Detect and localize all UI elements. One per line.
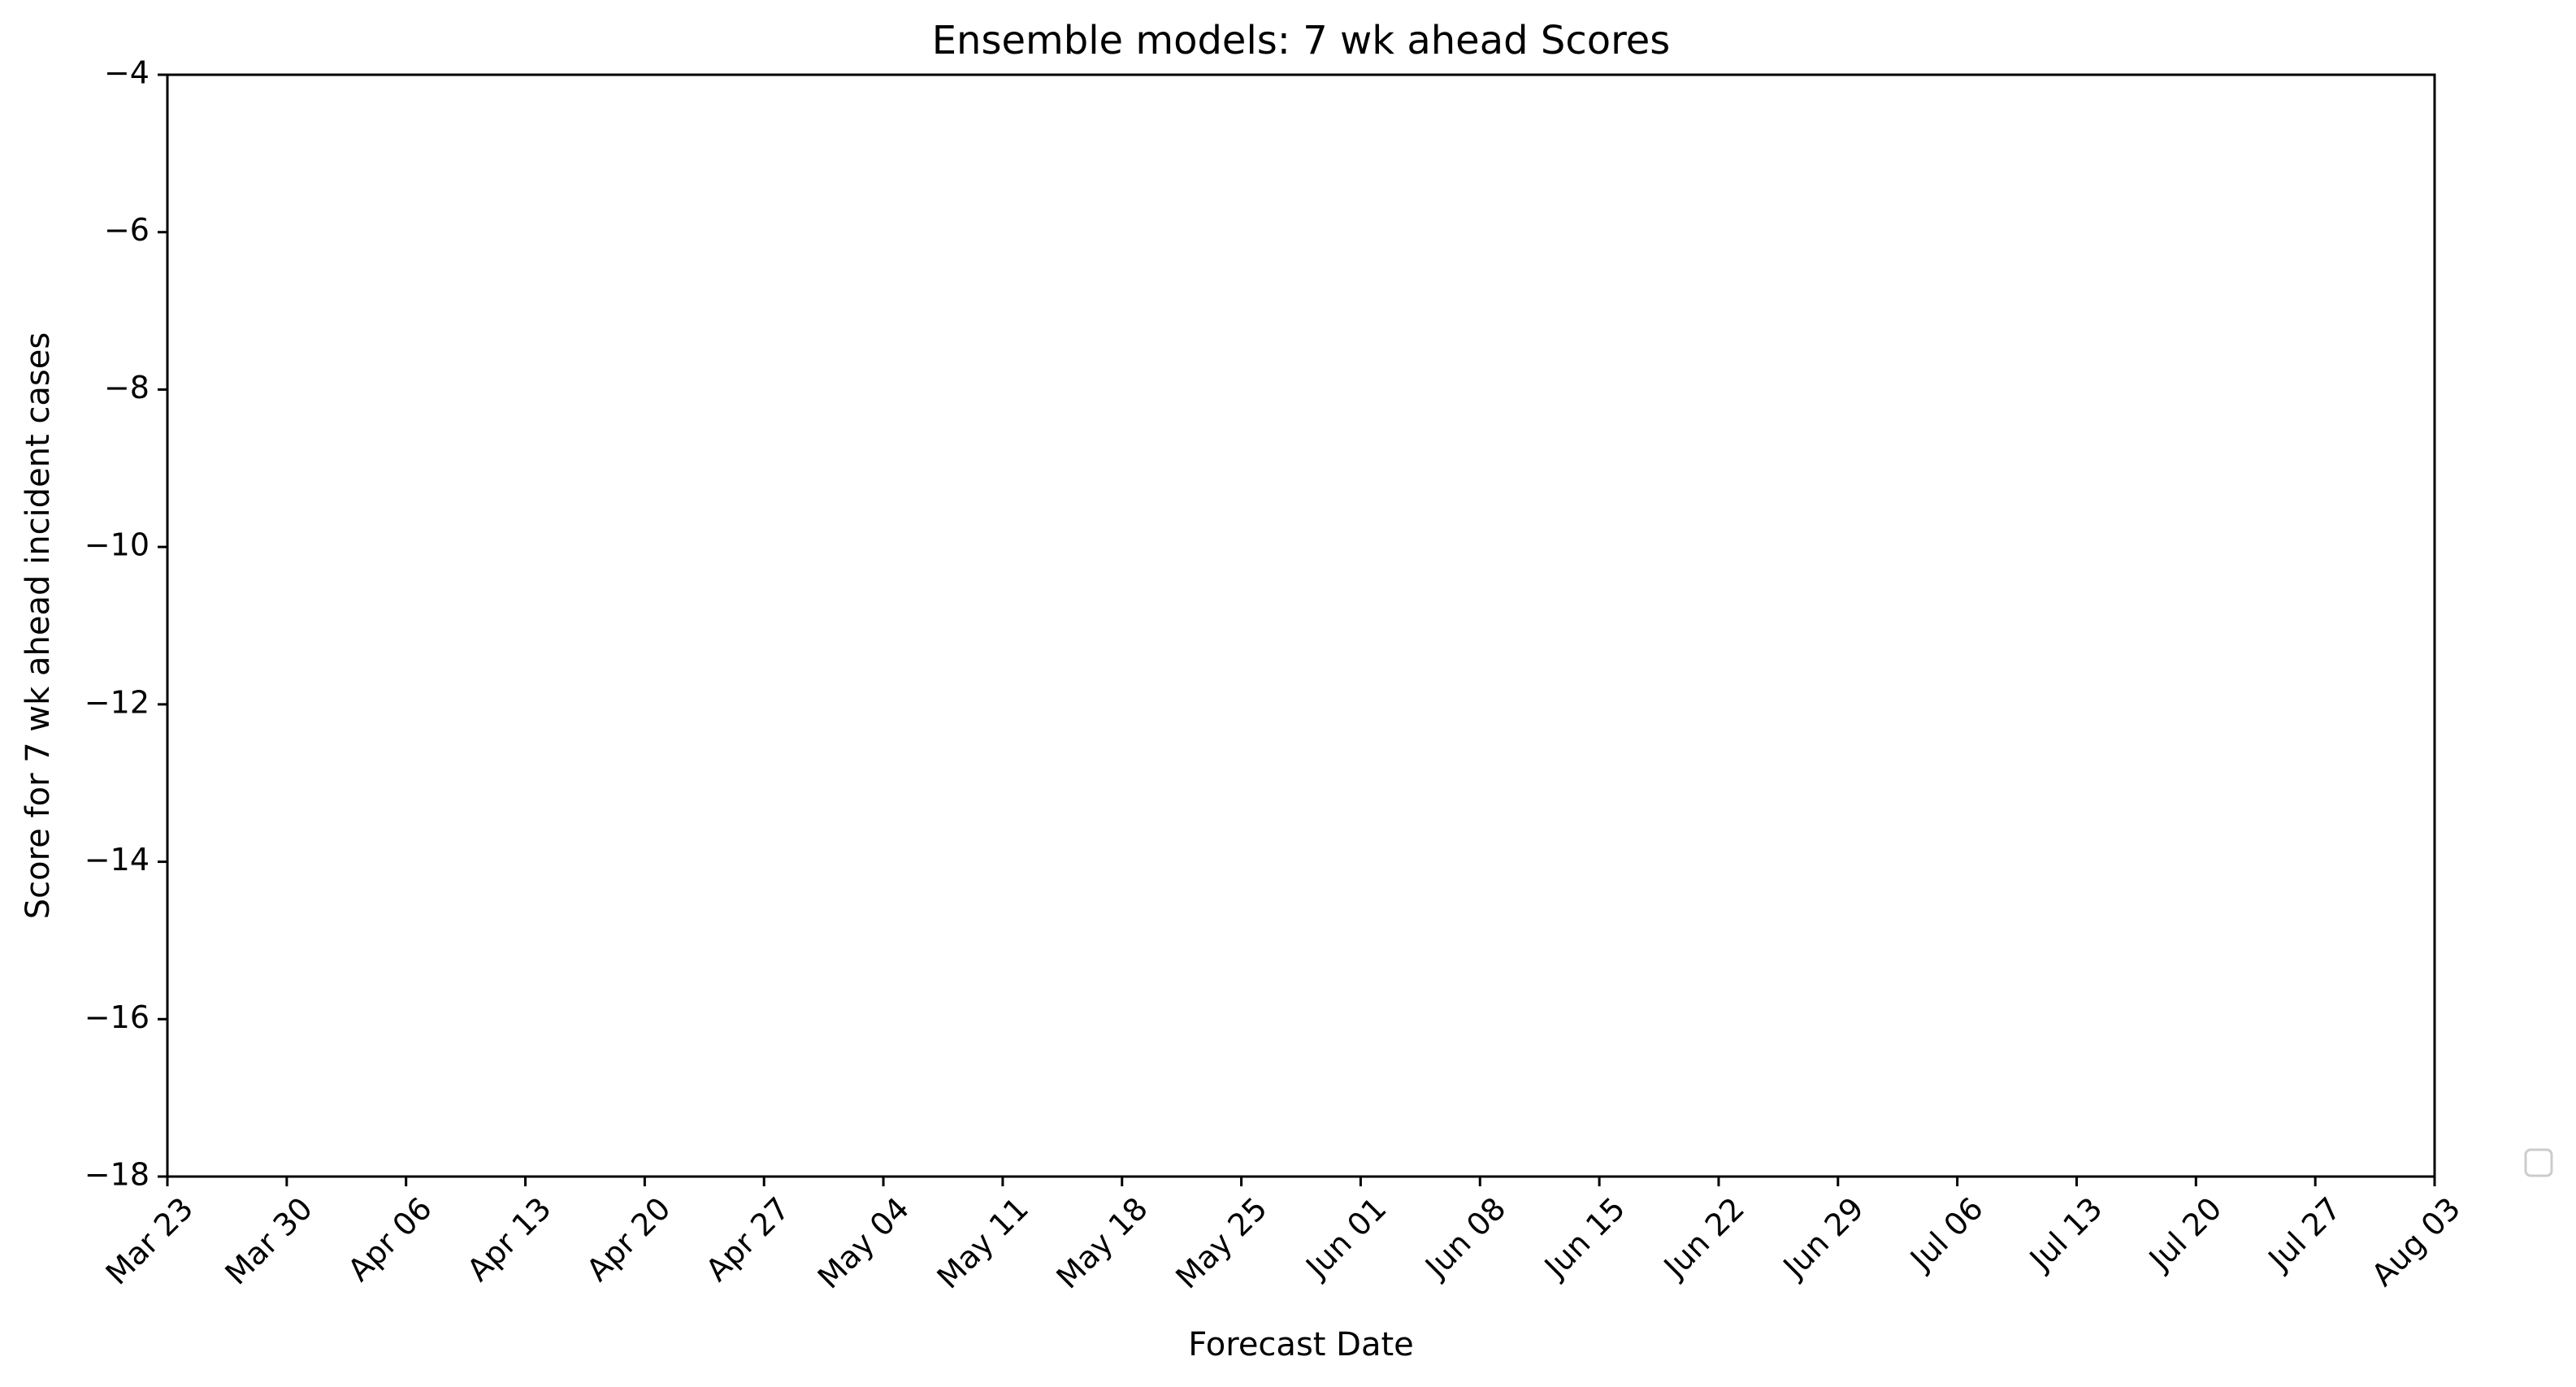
y-tick-label: −14	[85, 842, 150, 878]
y-tick-label: −4	[104, 55, 150, 91]
y-tick-label: −6	[104, 212, 150, 248]
y-tick-label: −12	[85, 684, 150, 720]
y-tick-label: −10	[85, 527, 150, 563]
legend-box[interactable]	[2524, 1148, 2553, 1177]
y-axis-label: Score for 7 wk ahead incident cases	[20, 332, 57, 919]
chart-title: Ensemble models: 7 wk ahead Scores	[932, 18, 1671, 63]
y-ticks: −4 −6 −8 −10 −12 −14 −16 −18	[85, 55, 167, 1193]
plot-area	[166, 73, 2436, 1178]
y-tick-label: −16	[85, 999, 150, 1035]
x-axis-label: Forecast Date	[1188, 1326, 1414, 1363]
y-tick-label: −18	[85, 1157, 150, 1193]
y-tick-label: −8	[104, 370, 150, 405]
